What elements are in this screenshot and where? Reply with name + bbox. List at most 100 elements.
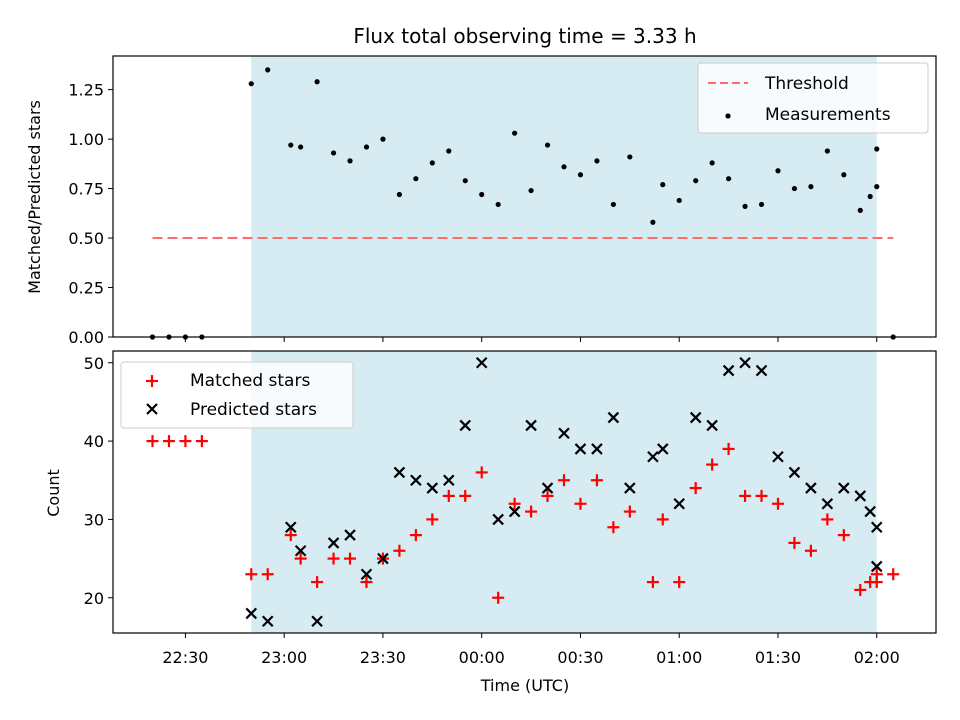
count-y-ticks: 20 30 40 50 <box>84 354 113 608</box>
measurement-point <box>693 178 699 184</box>
predicted-star-marker <box>443 474 455 487</box>
predicted-star-marker <box>739 356 751 369</box>
predicted-star-marker <box>722 364 735 377</box>
predicted-star-stroke <box>788 466 801 479</box>
predicted-star-marker <box>558 427 570 440</box>
matched-star-marker <box>344 552 357 565</box>
predicted-star-marker <box>360 568 373 581</box>
predicted-star-marker <box>854 490 867 502</box>
y-tick-label: 0.25 <box>68 279 104 298</box>
predicted-star-marker <box>284 521 297 534</box>
matched-star-marker <box>311 576 324 589</box>
matched-star-marker <box>771 497 784 510</box>
predicted-star-marker <box>393 466 406 479</box>
matched-star-marker <box>673 576 686 589</box>
measurement-point <box>446 148 452 154</box>
matched-star-marker <box>525 505 538 518</box>
measurement-point <box>594 158 600 164</box>
x-tick-label: 02:00 <box>854 648 900 667</box>
predicted-legend-marker <box>146 403 158 415</box>
time-x-ticks: 22:30 23:00 23:30 00:00 00:30 01:00 01:30 02:00 <box>162 633 900 667</box>
predicted-star-stroke <box>689 411 702 424</box>
measurement-point <box>479 191 485 198</box>
predicted-stars-points <box>245 356 883 628</box>
predicted-star-stroke <box>673 497 686 510</box>
predicted-star-marker <box>821 497 834 510</box>
measurement-point <box>808 184 814 190</box>
matched-legend-label: Matched stars <box>190 371 310 391</box>
predicted-star-stroke <box>377 552 389 565</box>
predicted-star-stroke <box>647 450 659 463</box>
measurement-point <box>660 182 666 188</box>
predicted-star-stroke <box>739 356 751 369</box>
predicted-star-marker <box>410 474 422 487</box>
y-tick-label: 30 <box>84 510 104 529</box>
x-tick-label: 23:30 <box>360 648 406 667</box>
x-tick-label: 23:00 <box>261 648 307 667</box>
measurement-point <box>824 148 830 154</box>
predicted-star-stroke <box>591 443 603 455</box>
predicted-legend-label: Predicted stars <box>190 400 317 420</box>
matched-star-marker <box>623 505 636 518</box>
predicted-star-marker <box>805 482 817 494</box>
matched-legend-marker <box>146 375 158 387</box>
measurement-point <box>495 201 501 208</box>
y-tick-label: 0.75 <box>68 180 104 199</box>
predicted-star-stroke <box>284 521 297 534</box>
predicted-star-marker <box>344 529 356 541</box>
matched-star-marker <box>284 529 297 542</box>
predicted-star-stroke <box>755 364 768 377</box>
matched-star-marker <box>195 435 208 448</box>
measurement-point <box>676 197 682 204</box>
predicted-star-marker <box>838 482 850 494</box>
predicted-star-stroke <box>344 529 356 541</box>
predicted-star-marker <box>574 443 587 455</box>
matched-star-marker <box>854 583 867 596</box>
predicted-star-stroke <box>294 544 307 557</box>
measurement-point <box>265 67 271 73</box>
predicted-star-marker <box>673 497 686 510</box>
matched-star-marker <box>508 497 521 510</box>
matched-star-marker <box>409 529 422 542</box>
count-axes-frame <box>112 350 937 634</box>
matched-star-marker <box>739 489 752 502</box>
measurement-point <box>512 130 518 136</box>
ratio-axes-frame <box>112 55 937 338</box>
predicted-star-marker <box>788 466 801 479</box>
matched-star-marker <box>442 489 455 502</box>
matched-star-marker <box>162 435 175 448</box>
predicted-star-stroke <box>805 482 817 494</box>
measurements-legend-label: Measurements <box>765 105 891 125</box>
predicted-star-marker <box>475 356 488 369</box>
predicted-star-marker <box>261 615 274 628</box>
ratio-x-ticks <box>184 337 878 342</box>
predicted-star-stroke <box>864 505 876 518</box>
matched-star-marker <box>294 552 307 565</box>
measurement-point <box>758 201 765 208</box>
x-tick-label: 22:30 <box>162 648 208 667</box>
measurement-point <box>742 203 748 209</box>
matched-star-marker <box>459 489 472 502</box>
predicted-star-marker <box>772 450 784 463</box>
predicted-star-stroke <box>854 490 867 502</box>
predicted-star-marker <box>377 552 389 565</box>
count-legend-box <box>120 361 354 429</box>
measurement-point <box>413 176 419 182</box>
matched-star-marker <box>360 576 373 589</box>
measurement-point <box>627 154 633 160</box>
predicted-star-stroke <box>459 419 472 432</box>
predicted-star-marker <box>492 513 504 526</box>
matched-star-marker <box>590 474 603 487</box>
matched-star-marker <box>558 474 571 487</box>
matched-star-marker <box>245 568 258 581</box>
y-tick-label: 20 <box>84 589 104 608</box>
predicted-star-stroke <box>558 427 570 440</box>
threshold-legend-label: Threshold <box>764 74 849 94</box>
measurement-point <box>867 193 873 200</box>
measurement-point <box>874 184 880 190</box>
matched-star-marker <box>541 489 554 502</box>
observing-window-band-bottom <box>251 351 877 633</box>
matched-star-marker <box>327 552 340 565</box>
matched-star-marker <box>821 513 834 526</box>
measurement-point <box>544 142 551 148</box>
